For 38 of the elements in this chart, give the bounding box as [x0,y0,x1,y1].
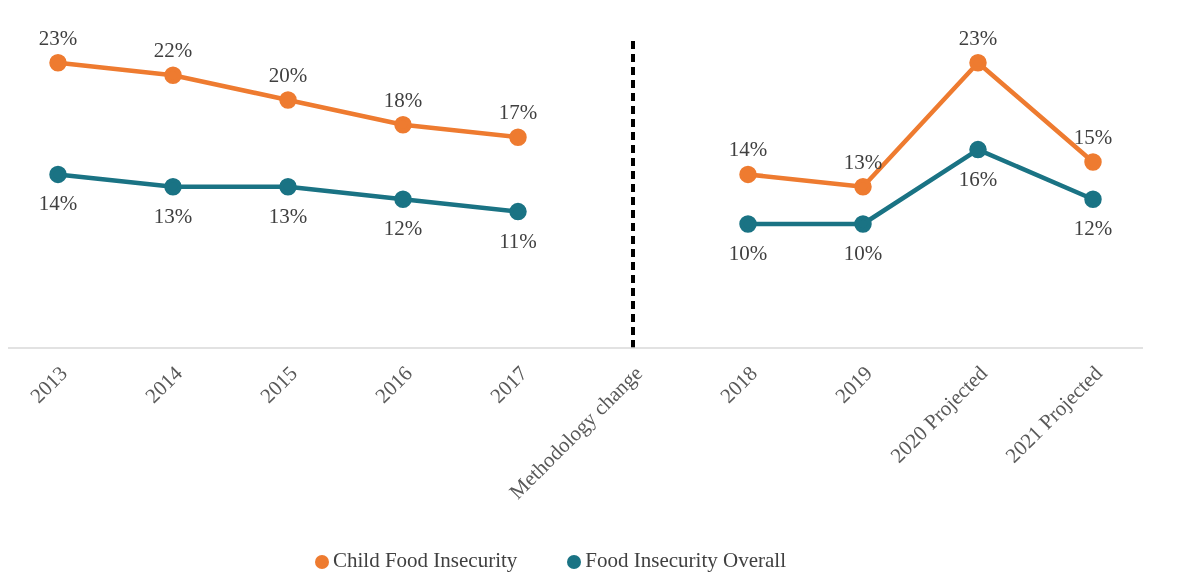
data-label: 16% [958,166,998,191]
point [1084,153,1102,171]
data-label: 13% [268,203,308,228]
point [509,202,527,221]
data-label: 23% [958,25,998,50]
point [279,178,297,196]
point [739,165,757,184]
data-label: 12% [1073,216,1113,241]
data-label: 20% [268,63,308,87]
data-label: 13% [153,203,193,228]
data-label: 23% [38,25,78,50]
point [394,190,412,208]
point [394,116,412,134]
point [739,215,757,233]
point [969,54,987,72]
data-label: 11% [499,228,537,253]
data-label: 13% [843,149,883,174]
point [854,178,872,196]
point [279,91,297,109]
data-label: 10% [843,241,883,265]
point [509,128,527,146]
legend-label: Child Food Insecurity [333,548,518,572]
data-label: 22% [153,38,193,63]
point [854,215,872,233]
data-label: 14% [38,191,78,216]
data-label: 12% [383,216,423,241]
point [969,140,987,159]
data-label: 17% [498,100,538,125]
data-label: 18% [383,87,423,112]
data-label: 15% [1073,125,1113,149]
point [164,178,182,196]
legend-label: Food Insecurity Overall [585,548,786,572]
point [1084,190,1102,208]
point [49,165,67,184]
point [164,66,182,84]
data-label: 10% [728,241,768,265]
data-label: 14% [728,137,768,162]
point [49,54,67,72]
